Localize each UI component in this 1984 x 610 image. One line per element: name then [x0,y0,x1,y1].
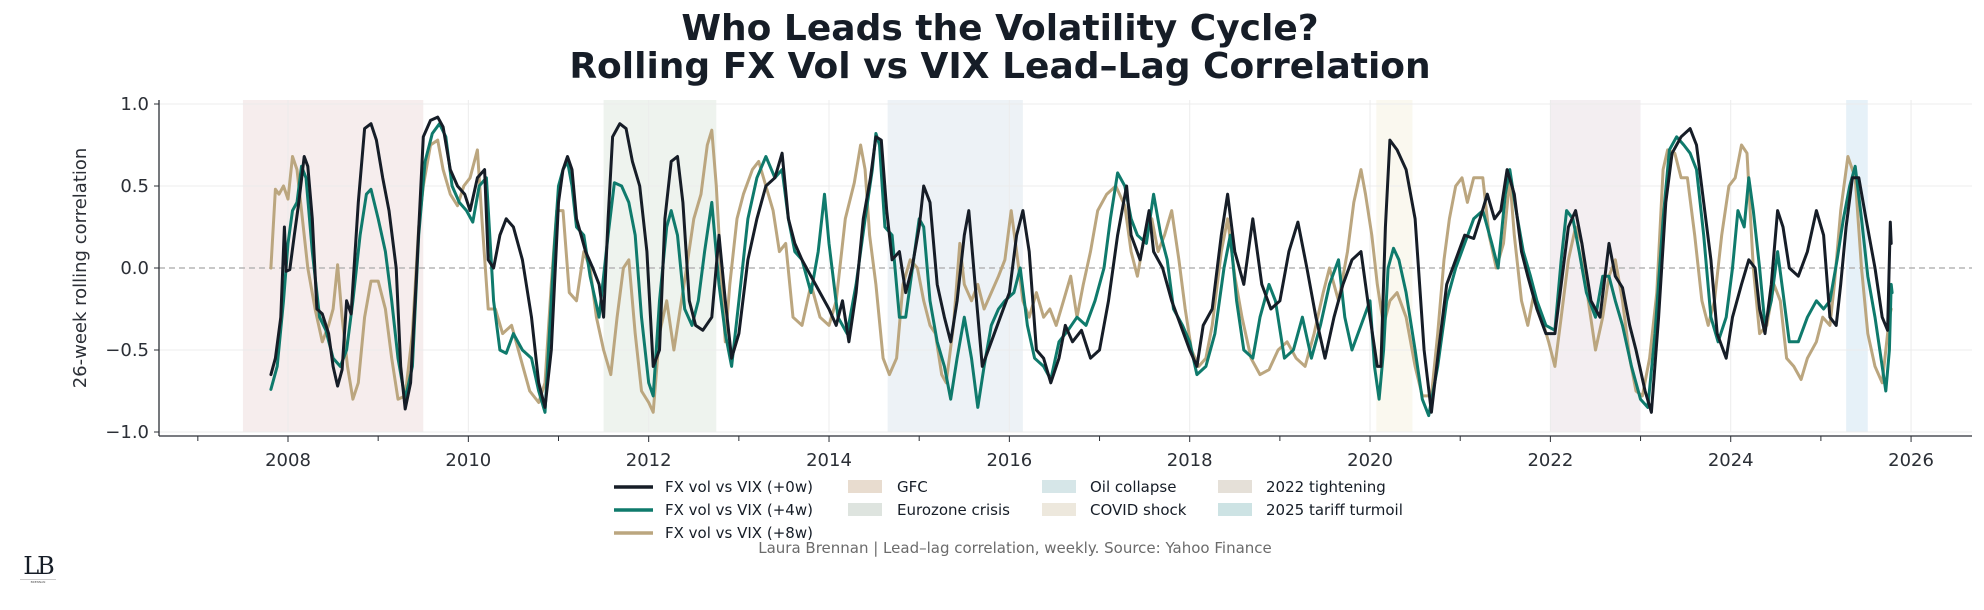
x-tick-label: 2016 [986,450,1032,471]
legend-label-period-2: Oil collapse [1090,478,1176,496]
axes: 1.0 0.5 0.0 −0.5 −1.0 2008 2010 2012 2014 2016 201… [105,94,1972,471]
legend-label-period-1: Eurozone crisis [897,501,1010,519]
legend-swatch-period-4 [1218,480,1252,493]
x-tick-label: 2014 [806,450,852,471]
legend-label-period-3: COVID shock [1090,501,1187,519]
shaded-period-2022-tightening [1550,100,1641,432]
legend: FX vol vs VIX (+0w) FX vol vs VIX (+4w) FX… [614,478,1403,542]
y-tick-label: −1.0 [105,422,149,443]
x-tick-label: 2012 [626,450,672,471]
legend-swatch-period-1 [848,503,882,516]
logo-subtext: BRENNAN [20,579,56,584]
legend-swatch-period-5 [1218,503,1252,516]
y-axis-label: 26-week rolling correlation [70,148,91,389]
series-lines [269,115,1894,418]
x-tick-label: 2020 [1347,450,1393,471]
series-line-1 [269,122,1894,418]
series-line-0 [269,115,1893,414]
caption: Laura Brennan | Lead–lag correlation, we… [758,539,1272,557]
x-tick-label: 2008 [265,450,311,471]
logo: LB BRENNAN [20,553,56,584]
x-tick-label: 2018 [1167,450,1213,471]
legend-label-period-0: GFC [897,478,928,496]
legend-label-period-5: 2025 tariff turmoil [1266,501,1403,519]
gridlines [159,100,1972,433]
x-tick-label: 2026 [1888,450,1934,471]
y-tick-label: 0.0 [120,258,149,279]
legend-swatch-period-0 [848,480,882,493]
legend-label-series-0: FX vol vs VIX (+0w) [665,478,813,496]
y-tick-label: 0.5 [120,176,149,197]
series-line-2 [269,128,1893,414]
legend-swatch-period-3 [1042,503,1076,516]
x-tick-label: 2010 [445,450,491,471]
chart-subtitle: Rolling FX Vol vs VIX Lead–Lag Correlati… [569,46,1431,87]
legend-label-series-1: FX vol vs VIX (+4w) [665,501,813,519]
legend-label-period-4: 2022 tightening [1266,478,1386,496]
shaded-period-eurozone-crisis [603,100,717,432]
x-tick-label: 2024 [1708,450,1754,471]
shaded-period-2025-tariff-turmoil [1846,100,1868,432]
logo-mark: LB [23,552,55,580]
chart-title: Who Leads the Volatility Cycle? [681,8,1319,49]
x-tick-label: 2022 [1527,450,1573,471]
y-tick-label: 1.0 [120,94,149,115]
legend-label-series-2: FX vol vs VIX (+8w) [665,524,813,542]
legend-swatch-period-2 [1042,480,1076,493]
y-tick-label: −0.5 [105,340,149,361]
